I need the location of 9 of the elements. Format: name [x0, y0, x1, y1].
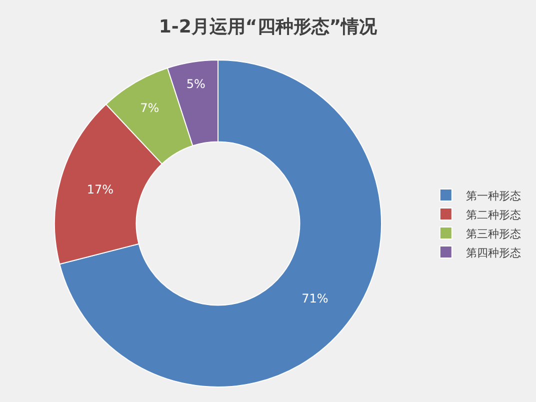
chart-title: 1-2月运用“四种形态”情况 [158, 16, 378, 38]
legend-label: 第一种形态 [466, 189, 521, 202]
data-label: 17% [86, 182, 114, 196]
legend-label: 第三种形态 [466, 227, 521, 240]
legend-label: 第四种形态 [466, 246, 521, 260]
data-label: 71% [302, 292, 328, 306]
data-label: 5% [186, 76, 206, 91]
data-label: 7% [140, 100, 160, 115]
legend-label: 第二种形态 [466, 208, 521, 222]
